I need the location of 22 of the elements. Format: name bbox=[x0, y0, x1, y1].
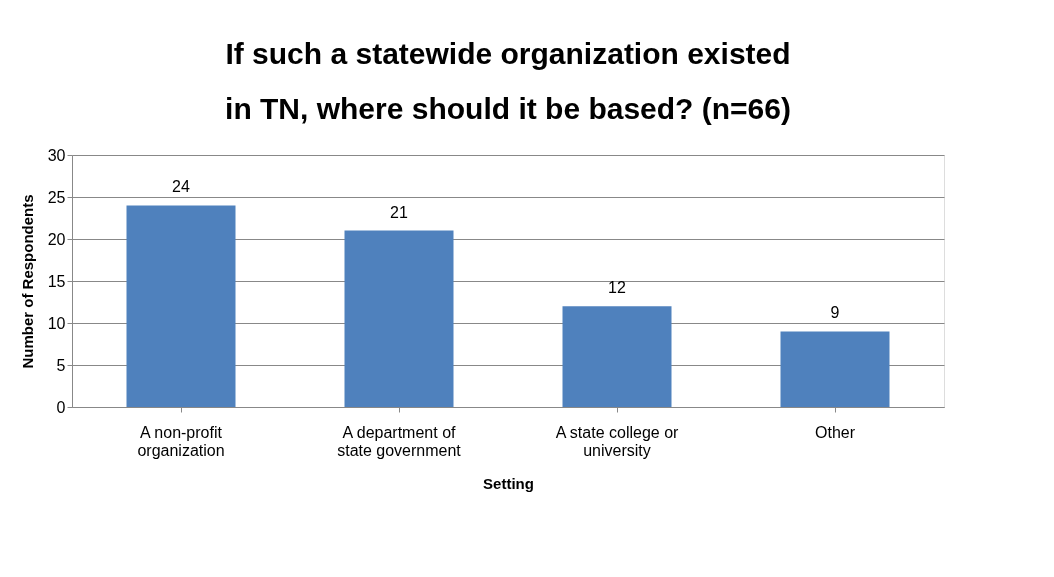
y-tick-label: 25 bbox=[47, 188, 66, 206]
y-tick-label: 15 bbox=[47, 272, 66, 290]
data-label: 9 bbox=[830, 304, 840, 322]
y-axis-title: Number of Respondents bbox=[18, 194, 36, 369]
bar bbox=[562, 306, 672, 407]
chart-title: If such a statewide organization existed in TN, where should it be based? (n=66) bbox=[225, 37, 791, 125]
y-tick-label: 5 bbox=[56, 356, 66, 374]
x-tick-label: A state college or university bbox=[555, 423, 680, 459]
y-tick-label: 20 bbox=[47, 230, 66, 248]
y-tick-label: 30 bbox=[47, 146, 66, 164]
x-tick-label: A non-profit organization bbox=[137, 423, 225, 459]
x-tick-label: Other bbox=[814, 423, 856, 441]
bar bbox=[344, 230, 454, 407]
x-axis-title: Setting bbox=[483, 474, 534, 492]
data-label: 12 bbox=[608, 279, 626, 297]
data-label: 21 bbox=[390, 203, 408, 221]
x-tick-label: A department of state government bbox=[337, 423, 462, 459]
y-tick-label: 10 bbox=[47, 314, 66, 332]
y-tick-label: 0 bbox=[56, 398, 66, 416]
bar bbox=[780, 331, 890, 407]
bar bbox=[126, 205, 236, 407]
data-label: 24 bbox=[172, 178, 190, 196]
